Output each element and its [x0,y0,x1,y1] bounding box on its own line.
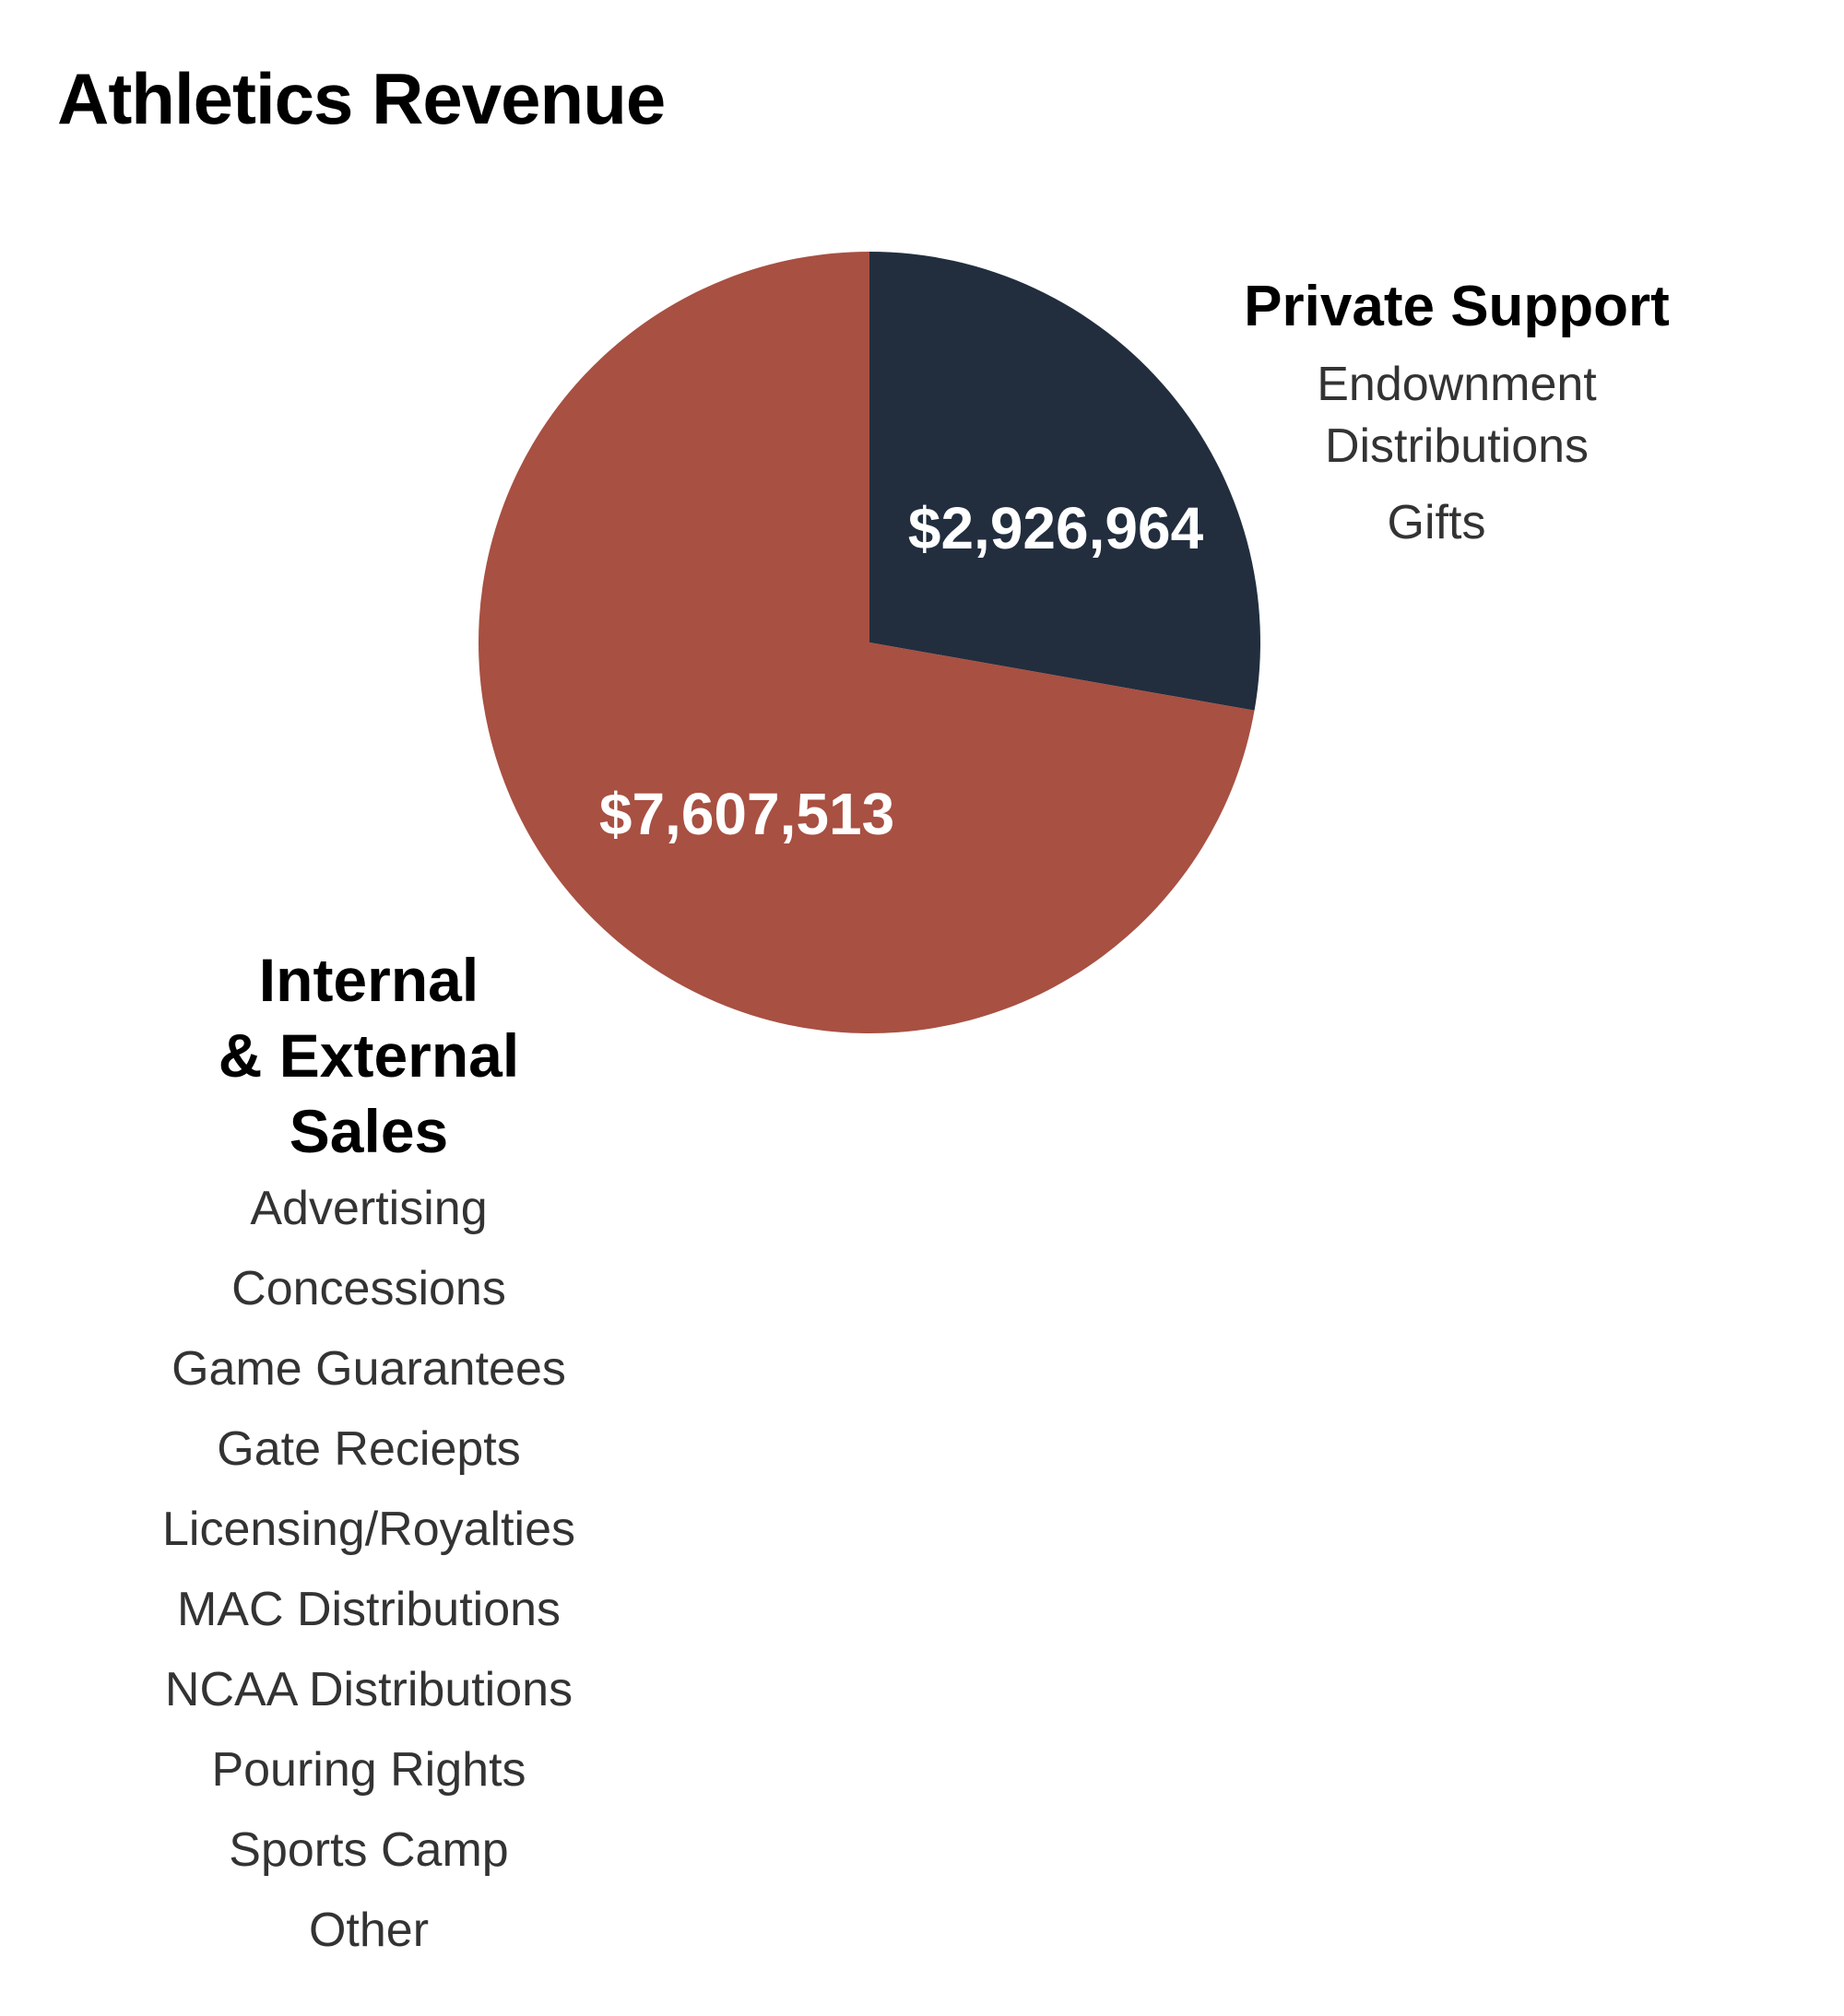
legend-private-support: Private Support Endownment Distributions… [1180,273,1733,554]
legend-item-concessions: Concessions [231,1262,506,1315]
slice-value-label-1: $7,607,513 [599,781,894,847]
legend-item-licensing-royalties: Licensing/Royalties [161,1503,576,1556]
legend-item-sports-camp: Sports Camp [229,1823,509,1877]
legend-item-distributions: Distributions [1324,419,1590,474]
pie-slice-0 [869,252,1261,711]
pie-slice-1 [479,252,1255,1034]
legend-item-pouring-rights: Pouring Rights [211,1743,526,1797]
legend-internal-external-sales: Internal & External Sales Advertising Co… [92,942,645,1971]
legend-heading-internal-line-1: Internal [258,946,479,1014]
legend-item-mac-distributions: MAC Distributions [176,1583,561,1636]
legend-heading-internal-line-2: & External [218,1021,520,1090]
legend-item-ncaa-distributions: NCAA Distributions [164,1663,573,1716]
legend-item-gate-reciepts: Gate Reciepts [217,1422,521,1476]
chart-title: Athletics Revenue [57,58,666,139]
legend-item-endownment: Endownment [1317,358,1597,412]
legend-item-advertising: Advertising [250,1182,488,1235]
legend-item-gifts: Gifts [1387,496,1486,550]
slice-value-label-0: $2,926,964 [908,495,1204,561]
legend-item-other: Other [308,1904,430,1957]
legend-item-game-guarantees: Game Guarantees [171,1342,566,1396]
legend-heading-internal-line-3: Sales [289,1097,449,1165]
legend-heading-private-support: Private Support [1244,275,1670,338]
